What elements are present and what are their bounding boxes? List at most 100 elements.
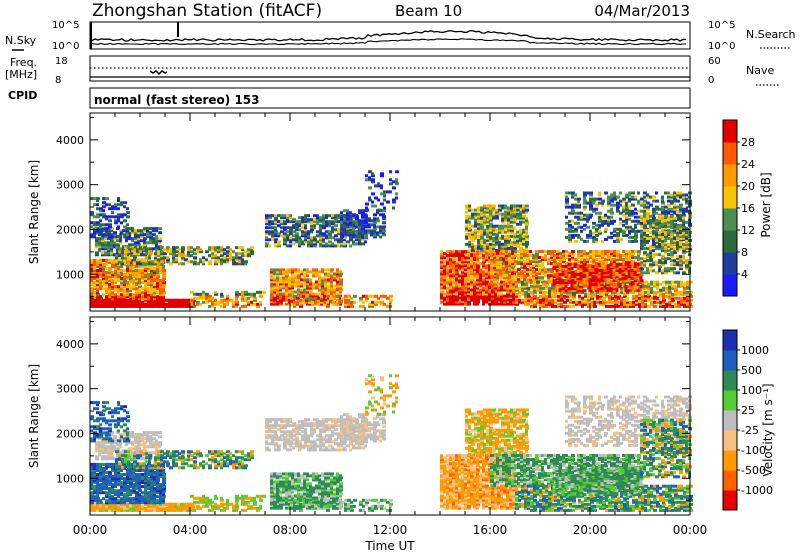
power-cell xyxy=(123,300,127,304)
power-cell xyxy=(340,217,343,221)
power-cell xyxy=(339,296,342,300)
power-cell xyxy=(105,298,108,302)
power-cell xyxy=(382,225,386,229)
power-cell xyxy=(105,231,108,235)
power-cell xyxy=(285,296,288,300)
power-cell xyxy=(232,258,236,262)
power-cell xyxy=(368,178,372,182)
power-cell xyxy=(315,274,319,278)
power-cell xyxy=(149,235,153,239)
power-cell xyxy=(470,296,473,300)
power-cell xyxy=(220,260,223,264)
power-cell xyxy=(187,248,191,252)
power-cell xyxy=(283,220,286,224)
power-cell xyxy=(467,276,470,280)
power-cell xyxy=(110,249,113,253)
power-cell xyxy=(196,248,199,252)
power-cell xyxy=(389,178,392,182)
power-cell xyxy=(270,276,273,280)
power-cell xyxy=(150,271,154,274)
power-cell xyxy=(117,289,120,293)
power-cell xyxy=(199,294,202,298)
power-cell xyxy=(117,275,121,279)
power-cell xyxy=(159,287,163,291)
power-cell xyxy=(319,220,322,224)
power-cell xyxy=(128,229,132,233)
power-cell xyxy=(443,292,447,296)
power-cell xyxy=(286,226,289,230)
power-cell xyxy=(588,269,592,272)
power-cell xyxy=(139,262,142,266)
power-cell xyxy=(241,258,244,262)
power-cell xyxy=(467,282,470,286)
power-cell xyxy=(304,228,307,232)
power-cell xyxy=(527,292,530,296)
power-cell xyxy=(333,292,336,296)
power-cell xyxy=(516,234,519,238)
power-cell xyxy=(126,285,130,289)
power-cell xyxy=(373,233,376,237)
power-cell xyxy=(144,298,147,302)
power-cell xyxy=(96,304,100,308)
power-cell xyxy=(628,229,631,233)
power-cell xyxy=(358,221,361,225)
power-cell xyxy=(558,267,562,270)
power-cell xyxy=(473,292,477,296)
power-cell xyxy=(144,279,147,283)
power-cell xyxy=(259,294,263,298)
power-cell xyxy=(307,220,310,224)
power-cell xyxy=(135,265,138,268)
power-cell xyxy=(138,283,141,287)
power-cell xyxy=(458,264,461,268)
power-cell xyxy=(364,225,367,229)
power-cell xyxy=(671,284,674,288)
power-cell xyxy=(301,240,304,244)
power-cell xyxy=(626,296,629,300)
power-cell xyxy=(485,270,489,274)
power-cell xyxy=(613,219,616,223)
power-cell xyxy=(132,269,135,272)
power-cell xyxy=(220,248,224,252)
power-cell xyxy=(350,302,353,306)
power-cell xyxy=(156,291,160,295)
power-cell xyxy=(449,284,453,288)
power-cell xyxy=(268,222,272,226)
power-cell xyxy=(305,296,309,300)
power-cell xyxy=(331,226,334,230)
power-cell xyxy=(380,202,384,206)
power-cell xyxy=(365,208,369,212)
power-cell xyxy=(530,280,533,284)
power-cell xyxy=(156,283,159,287)
power-cell xyxy=(327,272,330,276)
power-cell xyxy=(326,300,329,304)
power-cell xyxy=(148,252,152,256)
power-cell xyxy=(214,302,217,306)
freq-glitch xyxy=(149,70,168,76)
power-cell xyxy=(150,287,153,291)
power-cell xyxy=(138,304,141,308)
power-cell xyxy=(123,283,127,287)
power-cell xyxy=(158,237,162,241)
power-cell xyxy=(333,288,336,292)
power-cell xyxy=(93,258,96,262)
power-cell xyxy=(175,258,178,262)
power-cell xyxy=(309,284,313,288)
power-cell xyxy=(270,274,273,278)
power-cell xyxy=(280,214,283,218)
power-cell xyxy=(159,298,162,302)
power-cell xyxy=(124,254,127,258)
power-cell xyxy=(132,293,135,297)
power-cell xyxy=(440,290,444,294)
power-cell xyxy=(598,258,601,262)
power-cell xyxy=(341,296,345,300)
power-cell xyxy=(241,254,244,258)
power-cell xyxy=(127,252,131,256)
power-cell xyxy=(141,302,145,306)
power-cell xyxy=(494,296,497,300)
power-cell xyxy=(165,302,168,306)
power-cell xyxy=(330,300,333,304)
power-cell xyxy=(464,282,468,286)
power-cell xyxy=(121,254,124,258)
power-cell xyxy=(309,278,312,282)
